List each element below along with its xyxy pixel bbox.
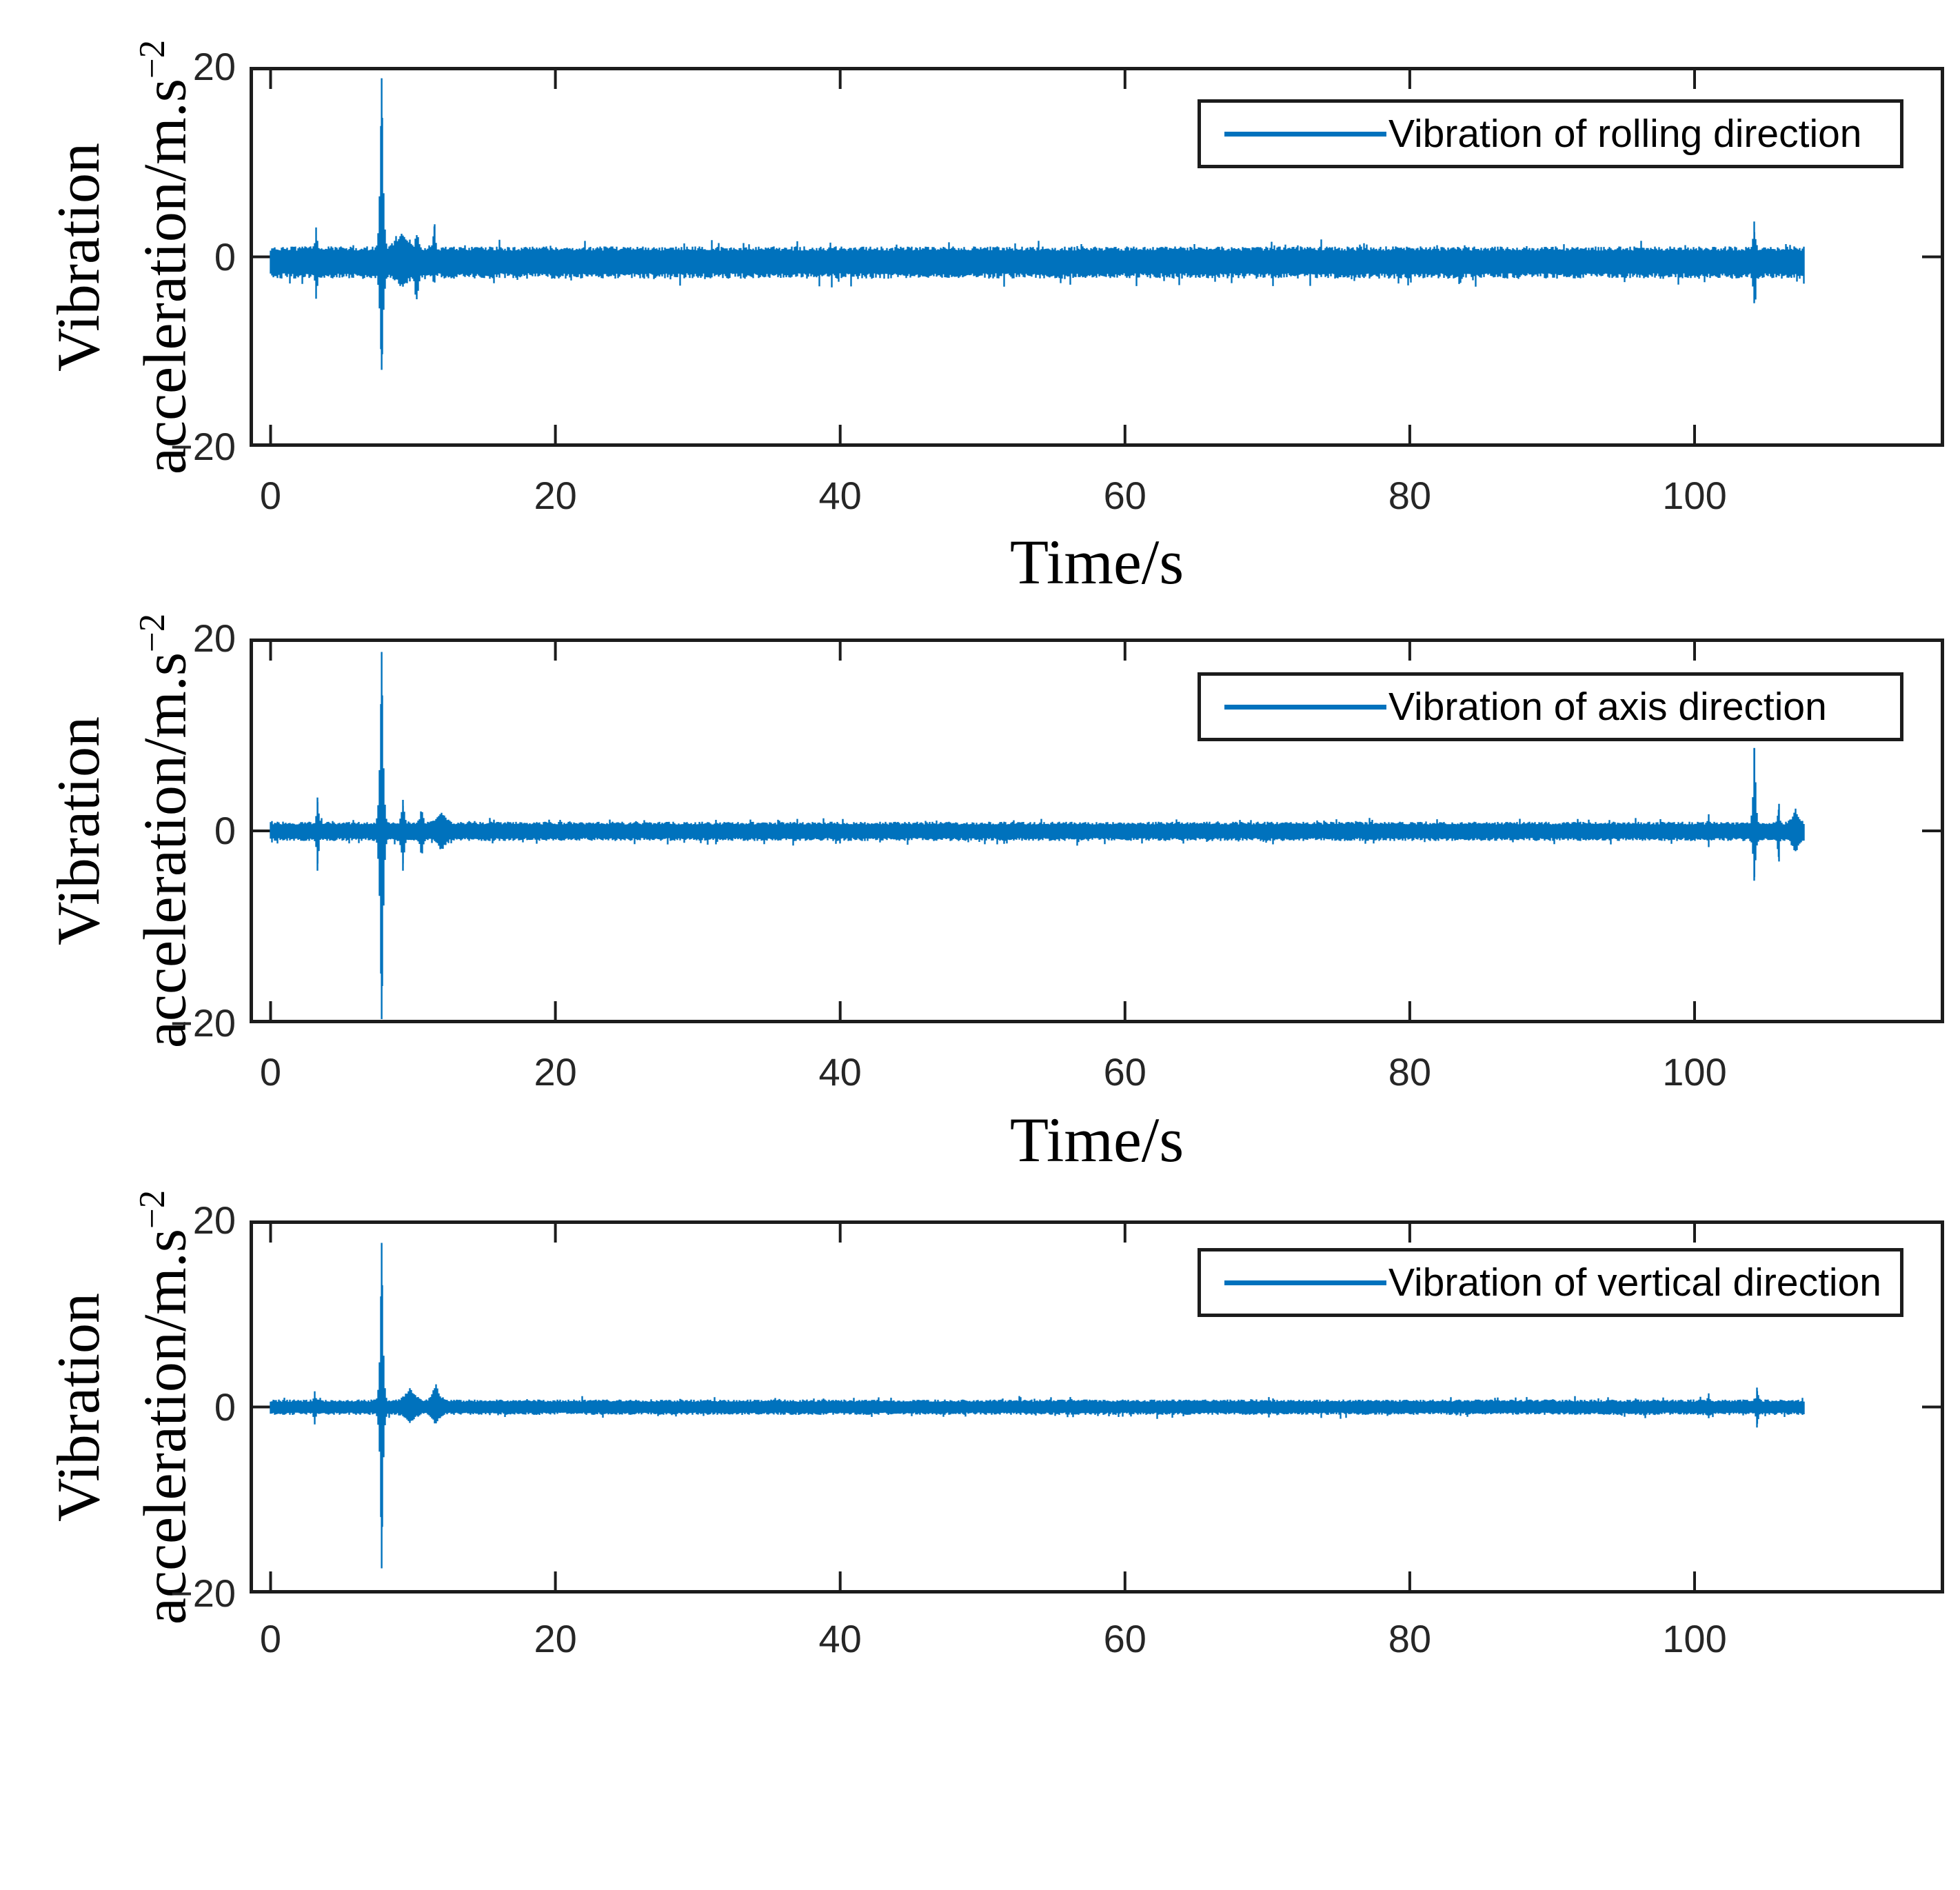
axes-border <box>250 639 1944 1023</box>
y-tick-label: 0 <box>214 234 236 279</box>
y-tick-label: −20 <box>170 1571 236 1615</box>
axes-border <box>250 1220 1944 1594</box>
x-tick-label: 20 <box>534 1050 577 1094</box>
legend: Vibration of axis direction <box>1198 672 1903 741</box>
x-tick-label: 60 <box>1103 474 1146 517</box>
y-tick-label: 0 <box>214 809 236 852</box>
x-tick-label: 60 <box>1103 1050 1146 1094</box>
x-tick-label: 80 <box>1388 474 1432 517</box>
x-tick-label: 20 <box>534 474 577 517</box>
axis-tick-marks <box>253 67 1941 447</box>
x-tick-label: 80 <box>1388 1617 1432 1660</box>
legend-line-sample <box>1224 131 1386 137</box>
x-tick-label: 0 <box>259 474 282 517</box>
x-tick-label: 0 <box>259 1617 282 1660</box>
legend-line-sample <box>1224 1280 1386 1285</box>
x-tick-label: 60 <box>1103 1617 1146 1660</box>
legend-label: Vibration of axis direction <box>1388 685 1827 729</box>
x-tick-label: 40 <box>818 1617 862 1660</box>
x-tick-label: 40 <box>818 474 862 517</box>
x-tick-label: 100 <box>1662 1050 1727 1094</box>
x-tick-label: 100 <box>1662 1617 1727 1660</box>
x-axis-label: Time/s <box>1009 1105 1184 1175</box>
x-tick-label: 20 <box>534 1617 577 1660</box>
legend: Vibration of rolling direction <box>1198 99 1903 168</box>
y-tick-label: 0 <box>214 1385 236 1429</box>
axes-border <box>250 67 1944 447</box>
y-tick-label: 20 <box>192 45 236 88</box>
y-tick-label: −20 <box>170 425 236 468</box>
y-tick-label: 20 <box>192 616 236 660</box>
legend-label: Vibration of rolling direction <box>1388 112 1862 156</box>
x-axis-label: Time/s <box>1009 527 1184 597</box>
x-tick-label: 0 <box>259 1050 282 1094</box>
vibration-signal-line <box>270 1243 1805 1569</box>
axis-tick-marks <box>253 1220 1941 1594</box>
x-tick-label: 40 <box>818 1050 862 1094</box>
x-tick-label: 100 <box>1662 474 1727 517</box>
x-tick-label: 80 <box>1388 1050 1432 1094</box>
legend-label: Vibration of vertical direction <box>1388 1260 1881 1305</box>
legend: Vibration of vertical direction <box>1198 1248 1903 1317</box>
vibration-signal-line <box>270 652 1805 1019</box>
y-tick-label: −20 <box>170 1001 236 1045</box>
y-tick-label: 20 <box>192 1198 236 1242</box>
axis-tick-marks <box>253 639 1941 1023</box>
vibration-signal-line <box>270 78 1805 370</box>
legend-line-sample <box>1224 704 1386 710</box>
